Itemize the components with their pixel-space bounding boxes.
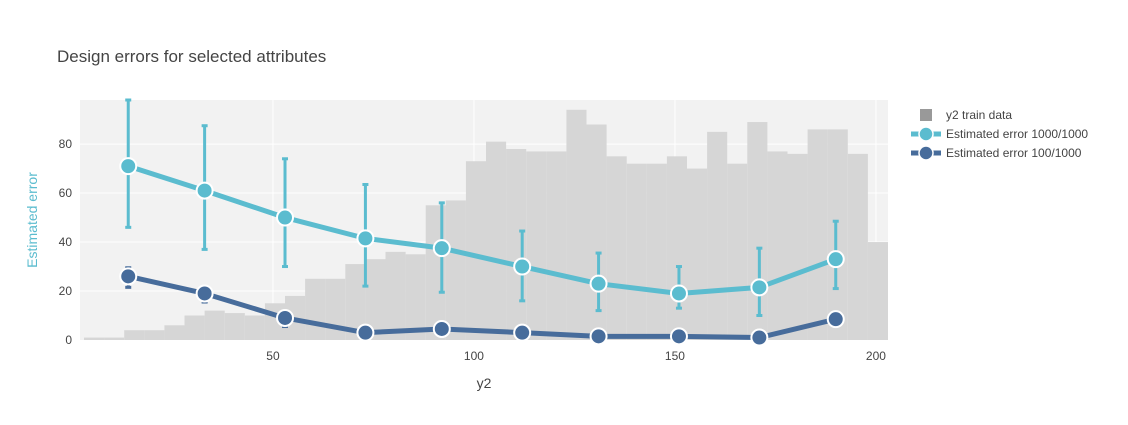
data-point[interactable] [750, 328, 769, 347]
data-point[interactable] [589, 327, 608, 346]
histogram-bar[interactable] [646, 163, 667, 340]
data-point[interactable] [750, 278, 769, 297]
data-point[interactable] [432, 319, 451, 338]
data-point[interactable] [356, 323, 375, 342]
series-line [127, 163, 837, 296]
x-tick-label: 150 [665, 349, 685, 363]
histogram-bar[interactable] [385, 251, 406, 340]
histogram-bar[interactable] [867, 242, 888, 340]
x-tick-label: 50 [266, 349, 280, 363]
series-1 [119, 98, 845, 318]
legend[interactable]: y2 train data Estimated error 1000/1000 Es… [911, 108, 1088, 161]
legend-label: Estimated error 100/1000 [946, 146, 1082, 160]
x-axis-label: y2 [477, 375, 492, 391]
histogram-bar[interactable] [486, 141, 507, 340]
data-point[interactable] [195, 284, 214, 303]
histogram-bar[interactable] [526, 151, 547, 340]
histogram-bar[interactable] [687, 168, 708, 340]
histogram-bar[interactable] [807, 129, 828, 340]
histogram-bar[interactable] [707, 131, 728, 340]
data-point[interactable] [276, 208, 295, 227]
histogram-bar[interactable] [204, 310, 225, 340]
histogram-bar[interactable] [345, 264, 366, 340]
histogram-bar[interactable] [365, 259, 386, 340]
series-line [127, 273, 837, 341]
histogram-bar[interactable] [727, 163, 748, 340]
histogram-bar[interactable] [767, 151, 788, 340]
histogram-bar[interactable] [305, 278, 326, 340]
legend-swatch [920, 109, 932, 121]
legend-marker [918, 145, 934, 161]
histogram-bar[interactable] [586, 124, 607, 340]
histogram-bar[interactable] [566, 109, 587, 340]
y-tick-label: 40 [59, 235, 73, 249]
series-layer [119, 98, 845, 347]
legend-marker [918, 126, 934, 142]
data-point[interactable] [119, 157, 138, 176]
y-tick-label: 0 [65, 333, 72, 347]
legend-label: y2 train data [946, 108, 1012, 122]
data-point[interactable] [276, 308, 295, 327]
data-point[interactable] [432, 239, 451, 258]
legend-label: Estimated error 1000/1000 [946, 127, 1088, 141]
histogram-bar[interactable] [405, 254, 426, 340]
legend-item-series-1[interactable]: Estimated error 1000/1000 [911, 126, 1088, 142]
histogram-bar[interactable] [84, 337, 105, 340]
axis-ticks: 50 100 150 200 0 20 40 60 80 [59, 137, 887, 363]
data-point[interactable] [826, 250, 845, 269]
data-point[interactable] [513, 257, 532, 276]
histogram-bar[interactable] [164, 325, 185, 340]
data-point[interactable] [589, 274, 608, 293]
histogram-bar[interactable] [184, 315, 205, 340]
histogram-bar[interactable] [546, 151, 567, 340]
histogram-bar[interactable] [144, 330, 165, 340]
histogram-bar[interactable] [244, 315, 265, 340]
histogram-bar[interactable] [465, 161, 487, 340]
histogram-bar[interactable] [606, 156, 627, 340]
histogram-bar[interactable] [124, 330, 145, 340]
histogram-bar[interactable] [666, 156, 688, 340]
data-point[interactable] [356, 229, 375, 248]
legend-item-series-2[interactable]: Estimated error 100/1000 [911, 145, 1082, 161]
y-tick-label: 60 [59, 186, 73, 200]
data-point[interactable] [513, 323, 532, 342]
data-point[interactable] [119, 267, 138, 286]
histogram-bar[interactable] [445, 200, 466, 340]
histogram-bar[interactable] [224, 313, 245, 340]
y-tick-label: 20 [59, 284, 73, 298]
data-point[interactable] [826, 310, 845, 329]
histogram-bar[interactable] [787, 153, 808, 340]
x-tick-label: 200 [866, 349, 886, 363]
histogram-bar[interactable] [847, 153, 868, 340]
chart-title: Design errors for selected attributes [57, 47, 326, 66]
data-point[interactable] [669, 327, 688, 346]
data-point[interactable] [669, 284, 688, 303]
y-axis-label: Estimated error [24, 172, 40, 268]
legend-item-histogram[interactable]: y2 train data [920, 108, 1012, 122]
histogram-bar[interactable] [626, 163, 647, 340]
x-tick-label: 100 [464, 349, 484, 363]
histogram-bars [84, 109, 888, 340]
y-tick-label: 80 [59, 137, 73, 151]
histogram-bar[interactable] [747, 122, 768, 340]
histogram-bar[interactable] [827, 129, 848, 340]
series-2 [119, 266, 845, 347]
data-point[interactable] [195, 181, 214, 200]
histogram-bar[interactable] [104, 337, 125, 340]
